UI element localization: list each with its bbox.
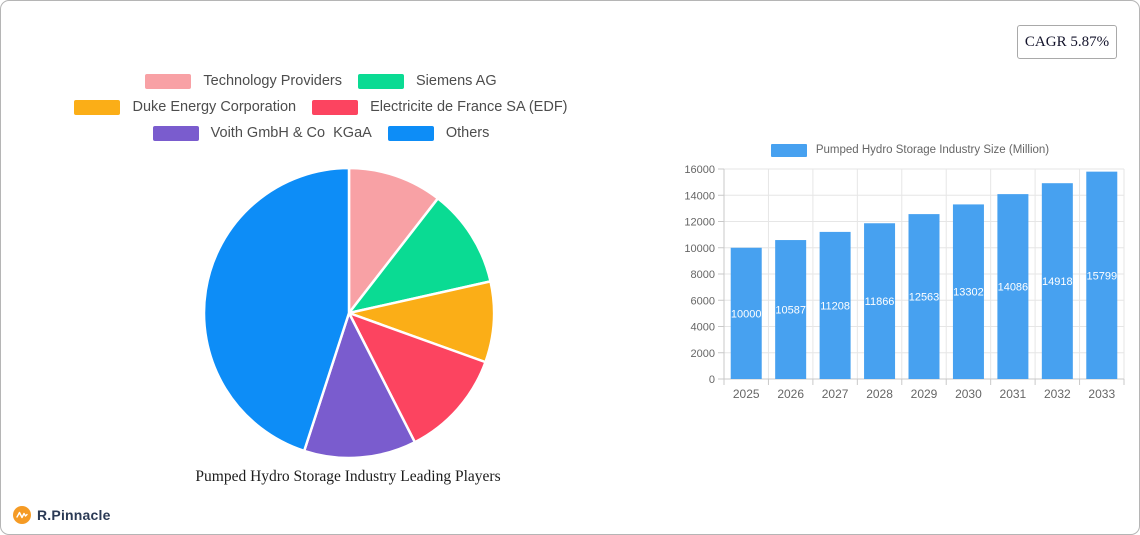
bar-chart-canvas: 0 2000 4000 6000 8000 10000 12000 14000 16000 100… <box>684 164 1125 401</box>
x-axis-tick-label: 2030 <box>955 387 982 401</box>
legend-swatch <box>358 73 405 89</box>
legend-label: Duke Energy Corporation <box>132 99 297 115</box>
bar-value-label: 14918 <box>1042 276 1073 288</box>
y-axis-tick-label: 8000 <box>691 269 715 281</box>
y-axis-tick-label: 4000 <box>691 322 715 334</box>
legend-label: Electricite de France SA (EDF) <box>370 99 568 115</box>
bar-legend-swatch <box>770 143 807 157</box>
pie-slice-technology-providers[interactable] <box>347 166 440 315</box>
x-axis-tick-label: 2032 <box>1044 387 1071 401</box>
legend-label: Voith GmbH & Co KGaA <box>210 125 372 141</box>
bar-value-label: 10000 <box>731 308 762 320</box>
legend-item-electricite-de-france-sa-edf[interactable]: Electricite de France SA (EDF) <box>312 99 568 115</box>
pie-legend: Technology Providers Siemens AG Duke Energ… <box>41 73 601 141</box>
bar-2031[interactable] <box>997 194 1029 379</box>
pie-slice-others[interactable] <box>202 166 351 453</box>
bar-value-label: 11208 <box>820 300 850 312</box>
y-axis-tick-label: 14000 <box>684 190 715 202</box>
bar-2027[interactable] <box>819 231 851 379</box>
bar-2033[interactable] <box>1086 171 1118 379</box>
legend-swatch <box>312 99 359 115</box>
x-axis-tick-label: 2026 <box>777 387 804 401</box>
legend-swatch <box>74 99 121 115</box>
legend-swatch <box>152 125 199 141</box>
legend-label: Others <box>445 125 490 141</box>
x-axis-tick-label: 2031 <box>1000 387 1027 401</box>
y-axis-tick-label: 16000 <box>684 164 715 176</box>
y-axis-tick-label: 6000 <box>691 295 715 307</box>
bar-2032[interactable] <box>1041 183 1073 379</box>
bar-value-label: 14086 <box>998 282 1029 294</box>
pie-slice-electricite-de-france-sa-edf[interactable] <box>347 311 487 444</box>
x-axis-tick-label: 2029 <box>911 387 938 401</box>
legend-label: Siemens AG <box>416 73 497 89</box>
pie-slice-siemens-ag[interactable] <box>347 197 492 315</box>
y-axis-tick-label: 12000 <box>684 217 715 229</box>
y-axis-tick-label: 10000 <box>684 243 715 255</box>
bar-value-label: 13302 <box>953 287 984 299</box>
legend-swatch <box>387 125 434 141</box>
bar-legend-item[interactable]: Pumped Hydro Storage Industry Size (Mill… <box>684 142 1136 158</box>
y-axis-tick-label: 2000 <box>691 348 715 360</box>
bar-value-label: 11866 <box>865 296 895 308</box>
pie-legend-row: Duke Energy Corporation Electricite de Fr… <box>41 99 601 115</box>
legend-item-voith-gmbh-co-kgaa[interactable]: Voith GmbH & Co KGaA <box>152 125 372 141</box>
x-axis-tick-label: 2033 <box>1088 387 1115 401</box>
pie-legend-row: Voith GmbH & Co KGaA Others <box>41 125 601 141</box>
cagr-badge: CAGR 5.87% <box>1017 25 1117 59</box>
bar-2026[interactable] <box>775 240 807 379</box>
y-axis-tick-label: 0 <box>709 374 715 386</box>
legend-item-duke-energy-corporation[interactable]: Duke Energy Corporation <box>74 99 296 115</box>
pie-chart-canvas <box>202 166 496 460</box>
brand-logo: R.Pinnacle <box>13 506 111 524</box>
bar-2025[interactable] <box>730 247 762 379</box>
legend-item-siemens-ag[interactable]: Siemens AG <box>358 73 497 89</box>
x-axis-tick-label: 2025 <box>733 387 760 401</box>
bar-legend-label: Pumped Hydro Storage Industry Size (Mill… <box>815 144 1050 156</box>
x-axis-tick-label: 2027 <box>822 387 849 401</box>
bar-value-label: 12563 <box>909 292 940 304</box>
bar-value-label: 15799 <box>1086 270 1117 282</box>
pie-slice-duke-energy-corporation[interactable] <box>347 280 496 364</box>
legend-item-others[interactable]: Others <box>387 125 490 141</box>
bar-chart-container: Pumped Hydro Storage Industry Size (Mill… <box>684 142 1136 411</box>
pie-slice-voith-gmbh-co-kgaa[interactable] <box>302 311 417 460</box>
brand-name: R.Pinnacle <box>37 507 111 523</box>
pulse-line-icon <box>13 506 31 524</box>
pie-legend-row: Technology Providers Siemens AG <box>41 73 601 89</box>
pie-chart-title: Pumped Hydro Storage Industry Leading Pl… <box>195 468 501 485</box>
bar-value-label: 10587 <box>775 305 806 317</box>
bar-2028[interactable] <box>864 223 896 379</box>
legend-swatch <box>145 73 192 89</box>
bar-2030[interactable] <box>952 204 984 379</box>
legend-item-technology-providers[interactable]: Technology Providers <box>145 73 342 89</box>
bar-2029[interactable] <box>908 214 940 379</box>
x-axis-tick-label: 2028 <box>866 387 893 401</box>
legend-label: Technology Providers <box>203 73 343 89</box>
